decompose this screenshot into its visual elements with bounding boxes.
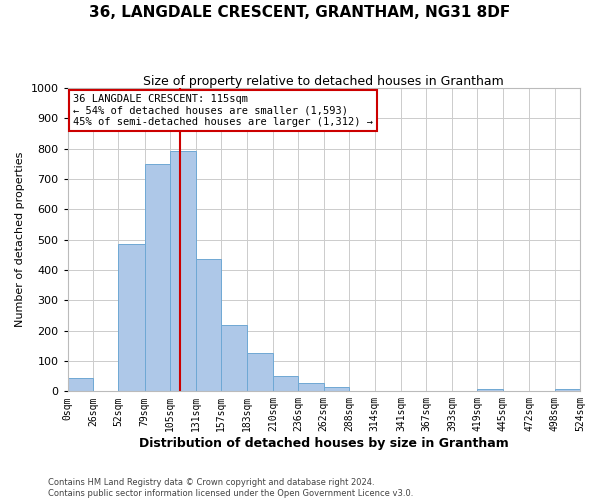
Bar [196, 259, 221, 392]
Text: 36 LANGDALE CRESCENT: 115sqm
← 54% of detached houses are smaller (1,593)
45% of: 36 LANGDALE CRESCENT: 115sqm ← 54% of de… [73, 94, 373, 128]
Bar [145, 164, 170, 392]
Text: 36, LANGDALE CRESCENT, GRANTHAM, NG31 8DF: 36, LANGDALE CRESCENT, GRANTHAM, NG31 8D… [89, 5, 511, 20]
Bar [68, 378, 93, 392]
Bar [273, 376, 298, 392]
Text: Contains HM Land Registry data © Crown copyright and database right 2024.
Contai: Contains HM Land Registry data © Crown c… [48, 478, 413, 498]
Bar [247, 354, 273, 392]
Bar [118, 244, 145, 392]
Bar [324, 387, 349, 392]
Bar [221, 324, 247, 392]
X-axis label: Distribution of detached houses by size in Grantham: Distribution of detached houses by size … [139, 437, 509, 450]
Bar [478, 389, 503, 392]
Y-axis label: Number of detached properties: Number of detached properties [15, 152, 25, 328]
Bar [554, 389, 580, 392]
Bar [298, 383, 324, 392]
Title: Size of property relative to detached houses in Grantham: Size of property relative to detached ho… [143, 75, 504, 88]
Bar [170, 151, 196, 392]
